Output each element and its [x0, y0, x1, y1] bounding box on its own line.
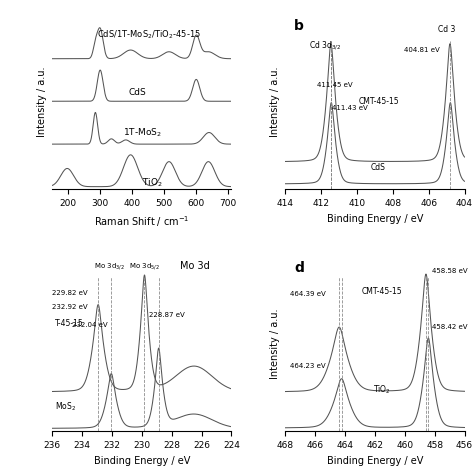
Text: b: b: [294, 19, 304, 34]
X-axis label: Binding Energy / eV: Binding Energy / eV: [93, 456, 190, 465]
Text: Cd 3: Cd 3: [438, 25, 456, 34]
Text: 232.92 eV: 232.92 eV: [52, 304, 88, 310]
Text: MoS$_2$: MoS$_2$: [55, 400, 76, 413]
Text: 228.87 eV: 228.87 eV: [149, 311, 185, 318]
Text: d: d: [294, 261, 304, 275]
Text: 458.42 eV: 458.42 eV: [432, 324, 467, 329]
Text: CMT-45-15: CMT-45-15: [362, 287, 402, 296]
Text: Mo 3d$_{3/2}$: Mo 3d$_{3/2}$: [93, 262, 124, 272]
Text: CdS: CdS: [371, 163, 386, 172]
Text: Mo 3d: Mo 3d: [180, 261, 210, 271]
Text: 232.04 eV: 232.04 eV: [72, 322, 108, 328]
Y-axis label: Intensity / a.u.: Intensity / a.u.: [36, 67, 46, 137]
Text: 404.81 eV: 404.81 eV: [404, 47, 439, 53]
Text: 464.39 eV: 464.39 eV: [290, 291, 326, 297]
Text: TiO$_2$: TiO$_2$: [374, 383, 391, 395]
Text: T-45-15: T-45-15: [55, 319, 84, 328]
Text: 229.82 eV: 229.82 eV: [52, 290, 88, 296]
Text: 411.43 eV: 411.43 eV: [332, 105, 368, 110]
Text: 458.58 eV: 458.58 eV: [432, 268, 467, 274]
Text: CdS: CdS: [129, 88, 147, 97]
Text: CdS/1T-MoS$_2$/TiO$_2$-45-15: CdS/1T-MoS$_2$/TiO$_2$-45-15: [97, 28, 201, 41]
Text: Mo 3d$_{5/2}$: Mo 3d$_{5/2}$: [129, 262, 160, 272]
Y-axis label: Intensity / a.u.: Intensity / a.u.: [270, 309, 280, 379]
Text: TiO$_2$: TiO$_2$: [142, 177, 163, 189]
X-axis label: Binding Energy / eV: Binding Energy / eV: [327, 214, 423, 224]
Y-axis label: Intensity / a.u.: Intensity / a.u.: [270, 67, 280, 137]
Text: CMT-45-15: CMT-45-15: [358, 97, 399, 106]
Text: 411.45 eV: 411.45 eV: [318, 82, 353, 88]
Text: 1T-MoS$_2$: 1T-MoS$_2$: [123, 127, 162, 139]
X-axis label: Raman Shift / cm$^{-1}$: Raman Shift / cm$^{-1}$: [94, 214, 190, 228]
Text: Cd 3d$_{3/2}$: Cd 3d$_{3/2}$: [309, 39, 341, 52]
Text: 464.23 eV: 464.23 eV: [290, 363, 326, 369]
X-axis label: Binding Energy / eV: Binding Energy / eV: [327, 456, 423, 465]
